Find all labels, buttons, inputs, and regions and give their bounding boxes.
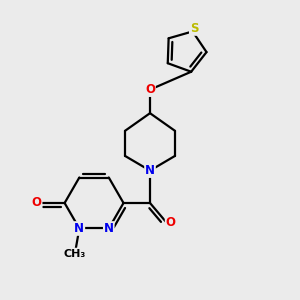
Text: N: N — [74, 222, 84, 235]
Text: CH₃: CH₃ — [64, 248, 86, 259]
Text: O: O — [145, 83, 155, 96]
Text: S: S — [190, 22, 198, 35]
Text: N: N — [104, 222, 114, 235]
Text: N: N — [145, 164, 155, 177]
Text: O: O — [166, 216, 176, 229]
Text: O: O — [32, 196, 42, 209]
